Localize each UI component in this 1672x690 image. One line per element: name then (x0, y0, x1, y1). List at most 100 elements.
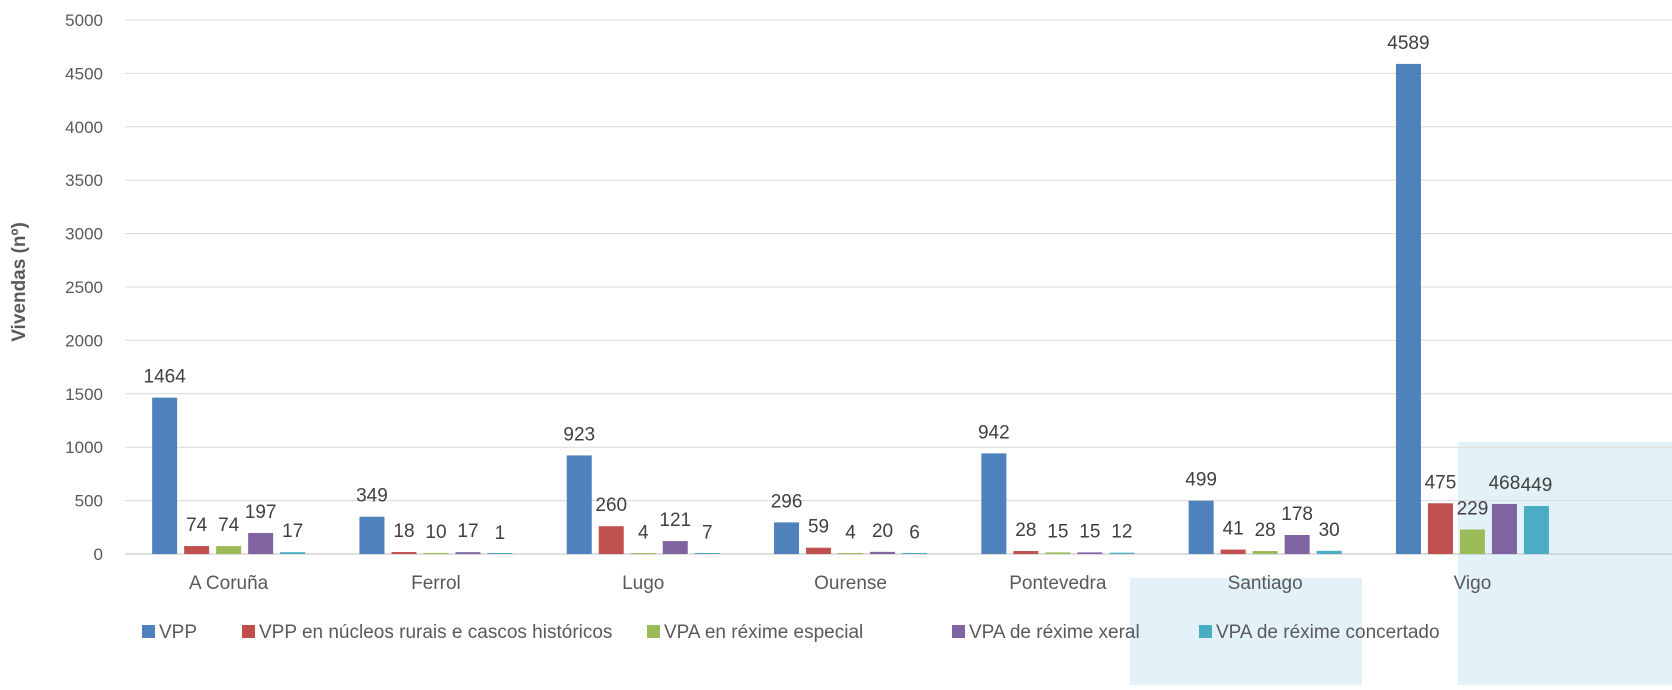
legend-swatch (647, 625, 660, 638)
data-label: 17 (282, 521, 303, 542)
legend-label: VPA en réxime especial (664, 622, 863, 643)
data-label: 1 (495, 523, 506, 544)
bar (1252, 551, 1278, 554)
legend-label: VPA de réxime xeral (969, 622, 1140, 643)
bar (152, 397, 178, 554)
data-label: 499 (1185, 470, 1217, 491)
bar (184, 546, 210, 554)
data-label: 30 (1319, 520, 1340, 541)
bar (1013, 551, 1039, 554)
y-axis-title: Vivendas (nº) (9, 222, 30, 342)
data-label: 1464 (144, 367, 187, 388)
data-label: 6 (909, 522, 920, 543)
watermark-bar-horizontal (1130, 578, 1362, 685)
y-tick-label: 3500 (65, 171, 103, 190)
x-tick-label: Vigo (1454, 573, 1492, 594)
x-tick-label: Ferrol (411, 573, 461, 594)
data-label: 20 (872, 521, 893, 542)
bar (391, 552, 417, 554)
x-tick-label: A Coruña (189, 573, 269, 594)
data-label: 197 (245, 502, 277, 523)
x-tick-label: Ourense (814, 573, 887, 594)
y-tick-label: 1500 (65, 385, 103, 404)
bar (1459, 529, 1485, 554)
y-tick-label: 0 (94, 545, 103, 564)
bar (662, 541, 688, 554)
bar (455, 552, 481, 554)
legend-swatch (1199, 625, 1212, 638)
data-label: 15 (1079, 521, 1100, 542)
data-label: 475 (1425, 472, 1457, 493)
data-label: 942 (978, 422, 1010, 443)
legend: VPP VPP en núcleos rurais e cascos histór… (142, 622, 1440, 643)
watermark-bar-vertical-right (1458, 442, 1672, 685)
y-tick-label: 5000 (65, 11, 103, 30)
legend-label: VPA de réxime concertado (1216, 622, 1440, 643)
bars (152, 63, 1549, 554)
data-label: 59 (808, 517, 829, 538)
data-label: 12 (1111, 522, 1132, 543)
bar (1109, 552, 1135, 554)
legend-swatch (952, 625, 965, 638)
bar (359, 516, 385, 554)
y-tick-label: 2000 (65, 331, 103, 350)
data-label: 923 (563, 424, 595, 445)
bar (487, 553, 513, 554)
data-label: 74 (186, 515, 208, 536)
bar (981, 453, 1007, 554)
bar (1045, 552, 1071, 554)
bar (1316, 550, 1342, 554)
x-tick-label: Santiago (1228, 573, 1303, 594)
data-label: 17 (457, 521, 478, 542)
bar (806, 547, 832, 554)
bar (1077, 552, 1103, 554)
y-axis-ticks: 0 500 1000 1500 2000 2500 3000 3500 4000 4500 5000 (65, 11, 103, 564)
legend-label: VPP en núcleos rurais e cascos histórico… (259, 622, 612, 643)
data-label: 28 (1255, 520, 1276, 541)
data-label: 41 (1223, 519, 1244, 540)
bar (598, 526, 624, 554)
bar (1427, 503, 1453, 554)
data-label: 15 (1047, 521, 1068, 542)
y-tick-label: 4000 (65, 118, 103, 137)
bar (1188, 500, 1214, 554)
data-label: 260 (595, 495, 627, 516)
data-label: 229 (1457, 499, 1489, 520)
bar (423, 552, 449, 554)
bar (280, 552, 306, 554)
bar (1395, 63, 1421, 554)
data-label: 4 (638, 523, 649, 544)
data-label: 18 (393, 521, 414, 542)
data-label: 4 (845, 523, 856, 544)
bar (630, 553, 656, 554)
x-tick-label: Lugo (622, 573, 664, 594)
data-label: 7 (702, 522, 713, 543)
bar (902, 553, 928, 554)
bar (870, 551, 896, 554)
data-label: 178 (1281, 504, 1313, 525)
legend-label: VPP (159, 622, 197, 643)
bar (1220, 549, 1246, 554)
y-tick-label: 1000 (65, 438, 103, 457)
y-tick-label: 2500 (65, 278, 103, 297)
legend-swatch (142, 625, 155, 638)
bar (566, 455, 592, 554)
bar (1284, 534, 1310, 554)
bar (838, 553, 864, 554)
x-axis-ticks: A Coruña Ferrol Lugo Ourense Pontevedra Santi… (189, 573, 1491, 594)
legend-swatch (242, 625, 255, 638)
data-label: 449 (1521, 475, 1553, 496)
data-label: 74 (218, 515, 240, 536)
bar (1491, 504, 1517, 554)
data-label: 296 (771, 491, 803, 512)
y-tick-label: 3000 (65, 225, 103, 244)
data-label: 468 (1489, 473, 1521, 494)
bar (216, 546, 242, 554)
data-label: 121 (659, 510, 691, 531)
y-tick-label: 500 (75, 492, 103, 511)
data-label: 28 (1015, 520, 1036, 541)
bar (774, 522, 800, 554)
